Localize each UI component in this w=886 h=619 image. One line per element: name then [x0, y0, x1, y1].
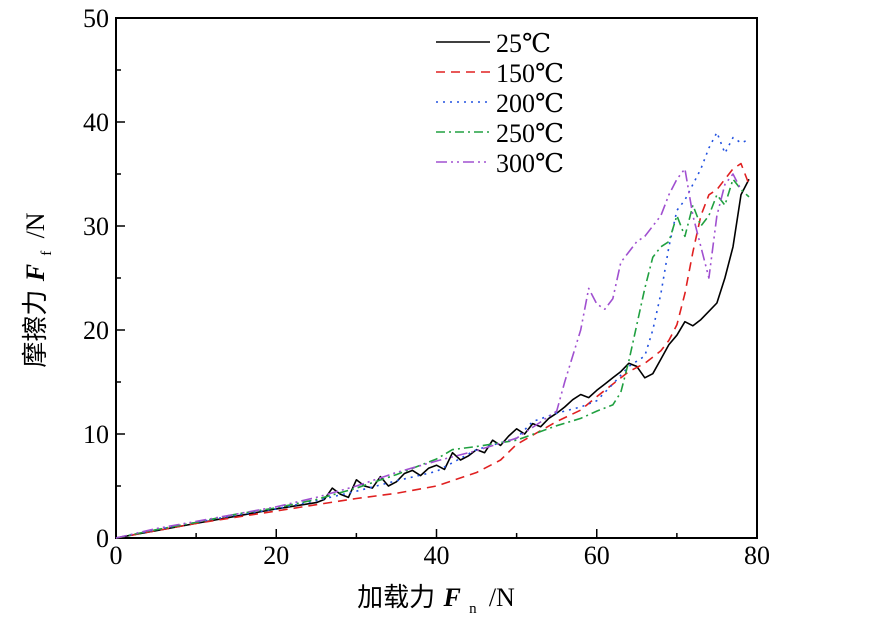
series-line-4	[115, 178, 750, 539]
x-tick-label: 60	[584, 541, 610, 570]
series-layer	[115, 131, 750, 539]
tick-marks	[115, 17, 758, 539]
series-line-1	[115, 178, 750, 539]
y-tick-label: 50	[83, 4, 109, 33]
y-axis-title: 摩擦力 F f /N	[21, 212, 58, 367]
y-tick-label: 40	[83, 108, 109, 137]
legend-label-1: 25℃	[496, 29, 551, 58]
y-tick-label: 20	[83, 316, 109, 345]
legend-label-3: 200℃	[496, 89, 564, 118]
legend-label-5: 300℃	[496, 149, 564, 178]
x-tick-label: 0	[110, 541, 123, 570]
y-tick-label: 30	[83, 212, 109, 241]
x-axis-title-text: 加载力	[357, 583, 435, 613]
x-tick-label: 40	[424, 541, 450, 570]
x-axis-title-sub: n	[469, 601, 477, 617]
x-tick-label: 80	[744, 541, 770, 570]
y-axis-title-unit: /N	[21, 212, 50, 238]
x-axis-title: 加载力 F n /N	[357, 583, 515, 619]
series-line-2	[115, 162, 750, 539]
series-line-3	[115, 131, 750, 539]
x-axis-title-unit: /N	[489, 583, 515, 612]
y-tick-label: 10	[83, 420, 109, 449]
y-axis-title-text: 摩擦力	[21, 290, 51, 368]
y-axis-title-var: F	[21, 264, 50, 282]
plot-frame	[115, 17, 758, 539]
series-line-5	[115, 168, 742, 539]
legend-label-4: 250℃	[496, 119, 564, 148]
tick-labels: 0 20 40 60 80 0 10 20 30 40 50	[83, 4, 770, 570]
y-tick-label: 0	[96, 524, 109, 553]
legend-label-2: 150℃	[496, 59, 564, 88]
x-tick-label: 20	[263, 541, 289, 570]
x-axis-title-var: F	[442, 583, 460, 612]
y-axis-title-sub: f	[39, 251, 55, 256]
